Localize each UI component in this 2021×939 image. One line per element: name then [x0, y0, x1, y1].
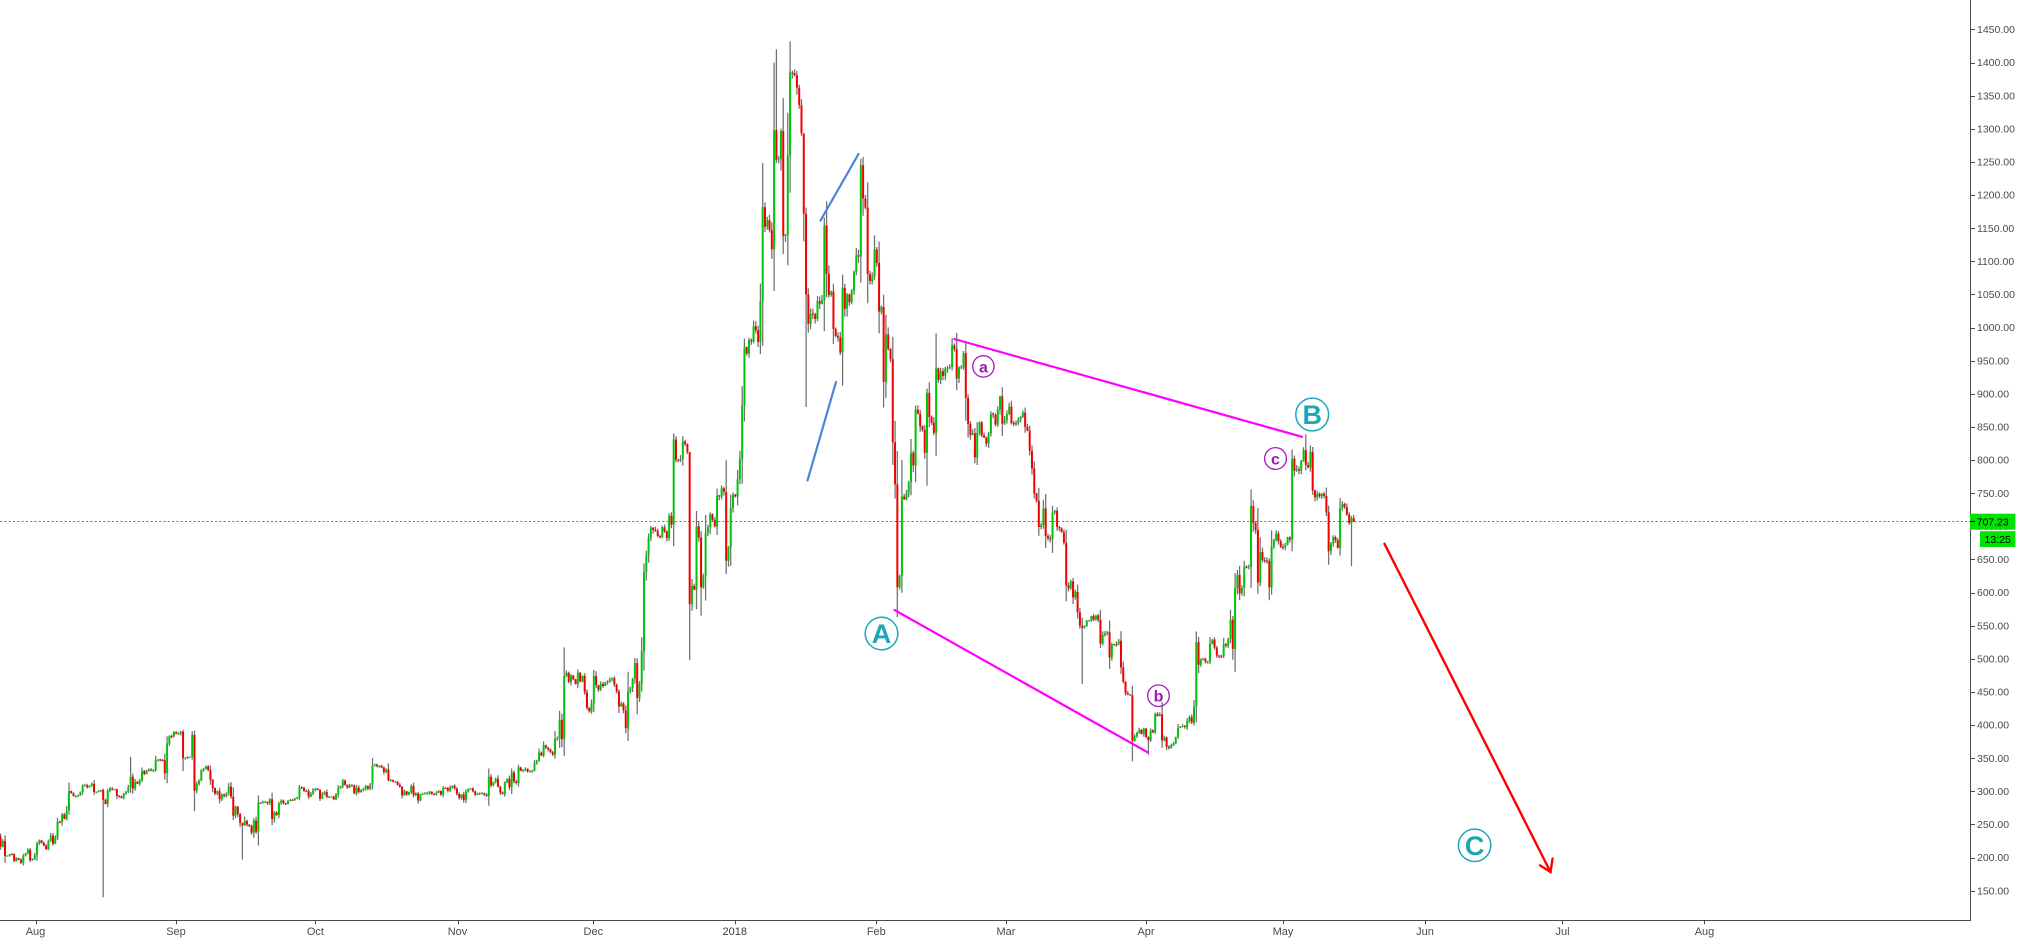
svg-text:Apr: Apr: [1137, 926, 1154, 938]
svg-text:900.00: 900.00: [1977, 388, 2009, 400]
svg-text:Aug: Aug: [1695, 926, 1715, 938]
svg-text:800.00: 800.00: [1977, 455, 2009, 467]
svg-text:1400.00: 1400.00: [1977, 57, 2015, 69]
svg-text:350.00: 350.00: [1977, 753, 2009, 765]
svg-text:1150.00: 1150.00: [1977, 223, 2014, 235]
svg-text:a: a: [979, 359, 988, 376]
svg-text:Jul: Jul: [1555, 926, 1569, 938]
svg-text:Nov: Nov: [448, 926, 468, 938]
svg-text:300.00: 300.00: [1977, 786, 2009, 798]
svg-text:1000.00: 1000.00: [1977, 322, 2015, 334]
svg-text:Dec: Dec: [584, 926, 604, 938]
svg-text:2018: 2018: [723, 926, 747, 938]
svg-text:1050.00: 1050.00: [1977, 289, 2015, 301]
svg-text:c: c: [1271, 452, 1280, 469]
svg-text:1350.00: 1350.00: [1977, 90, 2015, 102]
svg-text:707.23: 707.23: [1977, 516, 2009, 528]
svg-text:1300.00: 1300.00: [1977, 123, 2015, 135]
svg-text:Sep: Sep: [166, 926, 186, 938]
svg-text:250.00: 250.00: [1977, 819, 2009, 831]
svg-text:500.00: 500.00: [1977, 653, 2009, 665]
svg-text:850.00: 850.00: [1977, 422, 2009, 434]
svg-text:750.00: 750.00: [1977, 488, 2009, 500]
svg-text:650.00: 650.00: [1977, 554, 2009, 566]
svg-text:Jun: Jun: [1416, 926, 1434, 938]
svg-text:1250.00: 1250.00: [1977, 157, 2015, 169]
svg-text:1450.00: 1450.00: [1977, 24, 2015, 36]
svg-text:13:25: 13:25: [1985, 534, 2011, 546]
svg-text:May: May: [1273, 926, 1294, 938]
svg-text:A: A: [872, 619, 892, 649]
svg-text:600.00: 600.00: [1977, 587, 2009, 599]
svg-text:450.00: 450.00: [1977, 687, 2009, 699]
svg-text:200.00: 200.00: [1977, 852, 2009, 864]
svg-text:Aug: Aug: [26, 926, 46, 938]
svg-text:Mar: Mar: [997, 926, 1016, 938]
svg-text:C: C: [1465, 831, 1485, 861]
svg-text:Feb: Feb: [867, 926, 886, 938]
svg-text:400.00: 400.00: [1977, 720, 2009, 732]
svg-text:950.00: 950.00: [1977, 355, 2009, 367]
svg-text:1100.00: 1100.00: [1977, 256, 2014, 268]
svg-text:Oct: Oct: [307, 926, 324, 938]
svg-text:150.00: 150.00: [1977, 885, 2009, 897]
svg-text:1200.00: 1200.00: [1977, 190, 2015, 202]
svg-text:b: b: [1154, 689, 1164, 706]
svg-text:550.00: 550.00: [1977, 620, 2009, 632]
svg-text:B: B: [1302, 400, 1322, 430]
